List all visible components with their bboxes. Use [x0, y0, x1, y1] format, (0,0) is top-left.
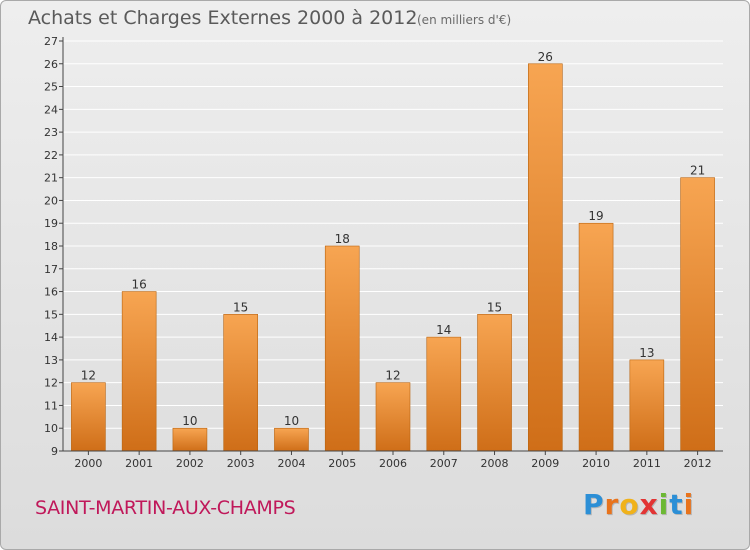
- logo-letter: x: [639, 488, 659, 521]
- bar-2010[interactable]: [578, 222, 614, 452]
- bar-value-label: 12: [385, 369, 400, 383]
- y-tick-label: 14: [44, 331, 58, 344]
- x-tick-label: 2004: [277, 457, 305, 470]
- bar-value-label: 10: [284, 414, 299, 428]
- y-tick-label: 9: [51, 445, 58, 458]
- bar-2005[interactable]: [324, 245, 360, 452]
- bar-value-label: 10: [182, 414, 197, 428]
- x-tick-label: 2003: [227, 457, 255, 470]
- bar-value-label: 19: [588, 209, 603, 223]
- logo-letter: o: [619, 488, 640, 521]
- y-tick-label: 26: [44, 58, 58, 71]
- chart-title: Achats et Charges Externes 2000 à 2012: [28, 7, 418, 29]
- y-tick-label: 15: [44, 308, 58, 321]
- y-tick-label: 11: [44, 399, 58, 412]
- x-tick-label: 2007: [430, 457, 458, 470]
- x-tick-label: 2000: [74, 457, 102, 470]
- bar-value-label: 13: [639, 346, 654, 360]
- logo-letter: i: [658, 488, 670, 521]
- y-tick-label: 16: [44, 286, 58, 299]
- commune-name: SAINT-MARTIN-AUX-CHAMPS: [35, 497, 296, 519]
- y-tick-label: 13: [44, 354, 58, 367]
- bar-value-label: 12: [81, 369, 96, 383]
- y-tick-label: 20: [44, 194, 58, 207]
- bar-2006[interactable]: [375, 382, 411, 452]
- y-tick-label: 23: [44, 126, 58, 139]
- bar-2009[interactable]: [528, 63, 563, 452]
- bar-value-label: 16: [132, 278, 147, 292]
- logo-letter: r: [604, 488, 620, 521]
- y-tick-label: 19: [44, 217, 58, 230]
- x-tick-label: 2010: [582, 457, 610, 470]
- bar-value-label: 15: [487, 300, 502, 314]
- bar-value-label: 26: [538, 50, 553, 64]
- y-tick-label: 22: [44, 149, 58, 162]
- x-tick-label: 2006: [379, 457, 407, 470]
- y-tick-label: 18: [44, 240, 58, 253]
- x-tick-label: 2005: [328, 457, 356, 470]
- y-tick-label: 24: [44, 103, 58, 116]
- x-tick-label: 2008: [481, 457, 509, 470]
- y-tick-label: 27: [44, 35, 58, 48]
- logo-letter: t: [669, 488, 684, 521]
- y-tick-label: 12: [44, 377, 58, 390]
- bar-value-label: 21: [690, 164, 705, 178]
- y-tick-label: 25: [44, 81, 58, 94]
- bar-2008[interactable]: [477, 314, 512, 452]
- chart-unit: (en milliers d'€): [417, 13, 512, 27]
- y-tick-label: 10: [44, 422, 58, 435]
- bar-value-label: 15: [233, 300, 248, 314]
- x-tick-label: 2011: [633, 457, 661, 470]
- x-tick-label: 2009: [531, 457, 559, 470]
- x-tick-label: 2012: [684, 457, 712, 470]
- bar-2012[interactable]: [680, 177, 715, 452]
- bar-2007[interactable]: [426, 336, 462, 452]
- bar-value-label: 14: [436, 323, 451, 337]
- proxiti-logo[interactable]: Proxiti: [583, 488, 694, 521]
- bar-2002[interactable]: [172, 427, 208, 452]
- bar-2001[interactable]: [121, 291, 157, 452]
- bar-2003[interactable]: [223, 314, 258, 452]
- bar-value-label: 18: [335, 232, 350, 246]
- x-tick-label: 2002: [176, 457, 204, 470]
- x-tick-label: 2001: [125, 457, 153, 470]
- bar-2000[interactable]: [71, 382, 106, 452]
- logo-letter: P: [583, 488, 605, 521]
- bar-2011[interactable]: [629, 359, 665, 452]
- y-tick-label: 17: [44, 263, 58, 276]
- y-tick-label: 21: [44, 172, 58, 185]
- bar-2004[interactable]: [274, 427, 309, 452]
- logo-letter: i: [683, 488, 695, 521]
